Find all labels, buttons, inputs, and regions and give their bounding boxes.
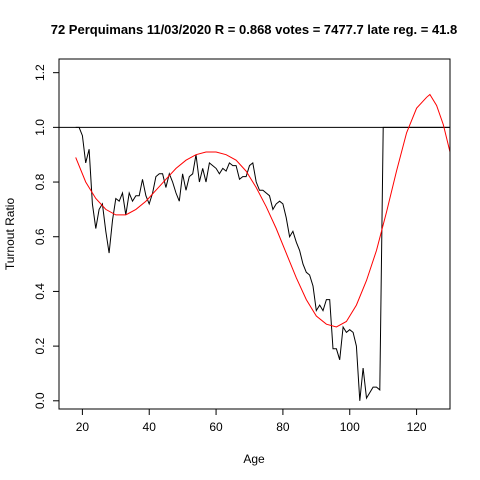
y-tick-label: 0.4 [33,283,47,300]
plot-frame [58,58,451,410]
y-axis-label: Turnout Ratio [3,198,17,271]
x-tick-label: 60 [209,420,223,434]
y-tick-label: 1.0 [33,119,47,136]
y-tick-label: 1.2 [33,64,47,81]
series-line-observed [75,126,450,401]
series-line-fit [75,93,450,328]
x-tick-label: 40 [143,420,157,434]
y-axis: 0.0 0.2 0.4 0.6 0.8 1.0 1.2 [33,64,60,409]
series-group [75,93,450,401]
y-tick-label: 0.0 [33,392,47,409]
x-tick-label: 100 [340,420,360,434]
x-tick-label: 120 [407,420,427,434]
x-axis: 20 40 60 80 100 120 [76,408,427,434]
y-tick-label: 0.2 [33,337,47,354]
x-axis-label: Age [243,452,265,466]
y-tick-label: 0.6 [33,228,47,245]
chart-title: 72 Perquimans 11/03/2020 R = 0.868 votes… [51,22,458,37]
x-tick-label: 20 [76,420,90,434]
y-tick-label: 0.8 [33,173,47,190]
x-tick-label: 80 [276,420,290,434]
